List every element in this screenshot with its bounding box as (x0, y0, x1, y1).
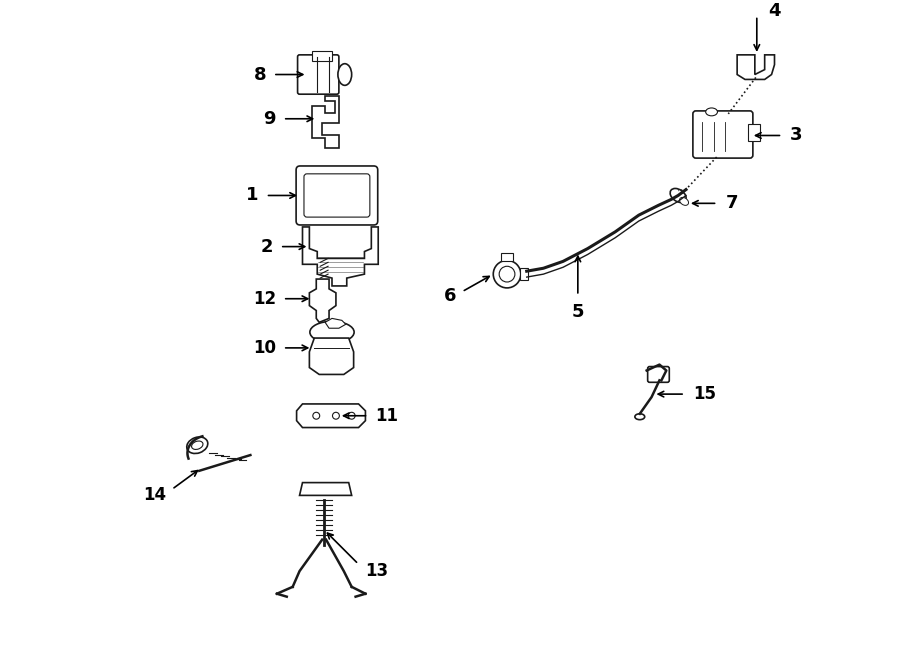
Text: 12: 12 (253, 290, 276, 308)
Polygon shape (302, 227, 378, 286)
Ellipse shape (493, 260, 521, 288)
Ellipse shape (680, 198, 688, 206)
Circle shape (313, 412, 320, 419)
Ellipse shape (187, 437, 208, 453)
Bar (748, 124, 760, 141)
Text: 1: 1 (247, 186, 258, 204)
FancyBboxPatch shape (296, 166, 378, 225)
Text: 14: 14 (144, 486, 166, 504)
Ellipse shape (500, 266, 515, 282)
Text: 7: 7 (725, 194, 738, 212)
Text: 10: 10 (253, 339, 276, 357)
Polygon shape (300, 483, 352, 495)
Text: 13: 13 (365, 562, 389, 580)
Polygon shape (737, 55, 775, 79)
Ellipse shape (338, 63, 352, 85)
Text: 9: 9 (264, 110, 276, 128)
Polygon shape (310, 279, 336, 323)
Circle shape (332, 412, 339, 419)
Ellipse shape (706, 108, 717, 116)
Polygon shape (297, 404, 365, 428)
Polygon shape (310, 338, 354, 374)
FancyBboxPatch shape (693, 111, 753, 158)
Text: 8: 8 (254, 65, 266, 83)
Text: 5: 5 (572, 303, 584, 321)
Polygon shape (312, 96, 339, 148)
Ellipse shape (634, 414, 644, 420)
Text: 6: 6 (444, 287, 456, 305)
Text: 15: 15 (693, 385, 716, 403)
Bar (520, 268, 527, 280)
Bar (501, 253, 513, 261)
Polygon shape (325, 319, 346, 329)
Bar (312, 51, 332, 61)
Text: 3: 3 (790, 126, 803, 145)
Ellipse shape (192, 441, 203, 449)
Ellipse shape (670, 188, 686, 202)
FancyBboxPatch shape (648, 367, 670, 382)
Text: 11: 11 (375, 407, 399, 425)
Text: 2: 2 (260, 237, 273, 256)
FancyBboxPatch shape (304, 174, 370, 217)
FancyBboxPatch shape (298, 55, 339, 94)
Text: 4: 4 (769, 1, 781, 20)
Ellipse shape (310, 321, 354, 343)
Circle shape (348, 412, 356, 419)
